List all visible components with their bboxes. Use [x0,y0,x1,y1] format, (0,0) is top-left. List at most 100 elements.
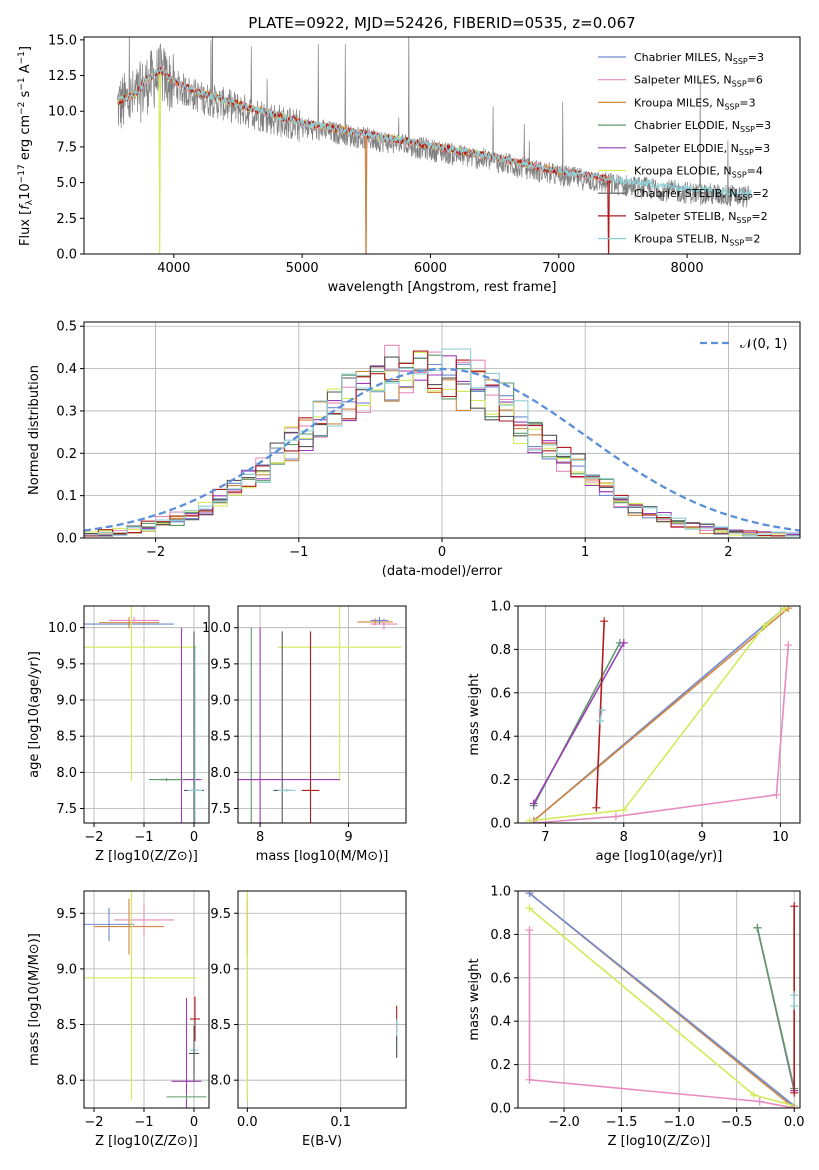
axes-frame: 7 8 9 10 0.0 0.2 0.4 0.6 0.8 1.0 age [log10(age/yr… [467,600,801,864]
y-tick-label: 8.0 [56,766,77,781]
y-tick-label: 0.0 [56,532,77,547]
legend-subscript: SSP [732,171,747,180]
weight-marker-kroupa-stelib [790,1002,799,1011]
y-tick-label: 15.0 [48,33,77,48]
x-axis-label: age [log10(age/yr)] [596,849,723,864]
y-tick-label: 8.0 [210,766,231,781]
weight-marker-salpeter-stelib [592,803,601,812]
plot-area [84,891,207,1108]
mass-vs-metallicity-panel: −2 −1 0 8.0 8.5 9.0 9.5 Z [log10(Z/Z⊙)] mass [lo… [27,890,210,1149]
y-tick-label: 8.5 [56,730,77,745]
spectrum-panel: 4000 5000 6000 7000 8000 0.0 2.5 5.0 7.5 10.0 12.5… [17,33,801,295]
errorbar-kroupa-miles [99,616,159,629]
errorbar-chabrier-miles [370,616,389,625]
y-tick-label: 0.4 [490,1015,511,1030]
x-tick-label: 0 [438,545,446,560]
x-axis-label: wavelength [Angstrom, rest frame] [328,280,557,295]
observed-spectrum-line [117,37,750,208]
weight-marker-kroupa-stelib [597,706,606,715]
errorbar-kroupa-elodie [84,891,197,1101]
y-tick-label: 8.5 [210,730,231,745]
legend-suffix: =3 [754,142,770,155]
weight-vs-metallicity-panel: −2.0 −1.5 −1.0 −0.5 0.0 0.0 0.2 0.4 0.6 0.8 1.0 Z [… [467,885,805,1150]
weight-marker-kroupa-elodie [760,621,769,630]
errorbar-kroupa-stelib [187,645,203,823]
y-tick-label: 9.0 [56,962,77,977]
legend-suffix: =2 [753,187,769,200]
y-tick-label: 9.5 [210,657,231,672]
legend-label-kroupa-elodie: Kroupa ELODIE, NSSP=4 [634,165,763,180]
weight-line-chabrier-miles [528,892,795,1107]
y-tick-label: 0.2 [490,773,511,788]
legend-name: Kroupa ELODIE, N [634,165,732,178]
y-tick-label: 8.5 [56,1018,77,1033]
weight-marker-chabrier-elodie [753,923,762,932]
y-tick-label: 8.0 [56,1074,77,1089]
figure-title: PLATE=0922, MJD=52426, FIBERID=0535, z=0… [248,14,635,32]
y-tick-label: 10.0 [48,105,77,120]
plot-area [525,891,799,1108]
legend-suffix: =4 [747,165,763,178]
weight-vs-age-panel: 7 8 9 10 0.0 0.2 0.4 0.6 0.8 1.0 age [log10(age/yr… [467,600,801,864]
x-tick-label: −2 [84,830,103,845]
legend-suffix: =3 [748,51,764,64]
legend-suffix: =2 [744,233,760,246]
y-tick-label: 0.8 [490,643,511,658]
weight-marker-salpeter-miles [755,1097,764,1106]
plot-area [84,344,800,537]
axes-border [237,890,407,1109]
weight-line-kroupa-elodie [529,607,785,822]
weight-marker-kroupa-elodie [525,816,534,823]
legend-label-salpeter-miles: Salpeter MILES, NSSP=6 [634,74,763,89]
y-axis-label-part: −1 [17,51,27,64]
weight-marker-chabrier-miles [525,891,534,898]
y-tick-label: 10.0 [202,621,231,636]
legend-name: Kroupa STELIB, N [634,233,729,246]
x-tick-label: −1 [134,1115,153,1130]
weight-line-salpeter-miles [528,930,795,1108]
axes-border [517,605,801,824]
age-vs-mass-panel: 8 9 7.5 8.0 8.5 9.0 9.5 10.0 mass [log10(M/M⊙)] [202,605,407,864]
errorbar-chabrier-elodie [149,778,184,782]
errorbar-salpeter-elodie [238,627,340,823]
x-tick-label: −1.0 [663,1115,695,1130]
axes-frame: −2 −1 0 7.5 8.0 8.5 9.0 9.5 10.0 Z [log10(Z/Z⊙)] a… [27,605,210,864]
y-axis-label-part: A [18,64,33,77]
x-tick-label: 8 [620,830,628,845]
weight-marker-salpeter-miles [525,926,534,935]
legend-suffix: =2 [751,210,767,223]
y-tick-label: 9.5 [210,907,231,922]
legend-name: Chabrier ELODIE, N [634,119,740,132]
axes-frame: 8 9 7.5 8.0 8.5 9.0 9.5 10.0 mass [log10(M/M⊙)] [202,605,407,864]
y-axis-label: Flux [fλ10−17 erg cm−2 s−1 A−1] [17,46,35,246]
weight-marker-salpeter-miles [529,819,538,823]
x-axis-label: Z [log10(Z/Z⊙)] [608,1134,711,1149]
y-tick-label: 8.0 [210,1074,231,1089]
x-axis-label: Z [log10(Z/Z⊙)] [95,849,198,864]
y-axis-label-part: λ [25,199,35,205]
y-axis-label-part: −2 [17,102,27,115]
y-tick-label: 0.6 [490,971,511,986]
y-tick-label: 9.0 [56,694,77,709]
y-axis-label-part: s [18,90,33,101]
weight-marker-salpeter-elodie [529,799,538,808]
x-tick-label: −1 [134,830,153,845]
x-tick-label: −1 [289,545,308,560]
legend-label-salpeter-stelib: Salpeter STELIB, NSSP=2 [634,210,768,225]
legend-subscript: SSP [736,216,751,225]
legend-name: Salpeter STELIB, N [634,210,736,223]
legend-label-kroupa-stelib: Kroupa STELIB, NSSP=2 [634,233,760,248]
x-tick-label: 0.0 [237,1115,258,1130]
x-tick-label: 7 [541,830,549,845]
legend-subscript: SSP [724,102,739,111]
errorbar-salpeter-miles [109,616,159,625]
weight-marker-kroupa-elodie [780,606,789,613]
y-tick-label: 0.2 [56,447,77,462]
legend-subscript: SSP [740,125,755,134]
y-axis-label-part: −17 [17,164,27,183]
x-tick-label: 7000 [542,261,575,276]
y-axis-label-part: Flux [ [18,210,33,246]
x-tick-label: 10 [772,830,789,845]
y-tick-label: 0.4 [56,362,77,377]
model-spectrum-line-salpeter-stelib [116,66,612,254]
